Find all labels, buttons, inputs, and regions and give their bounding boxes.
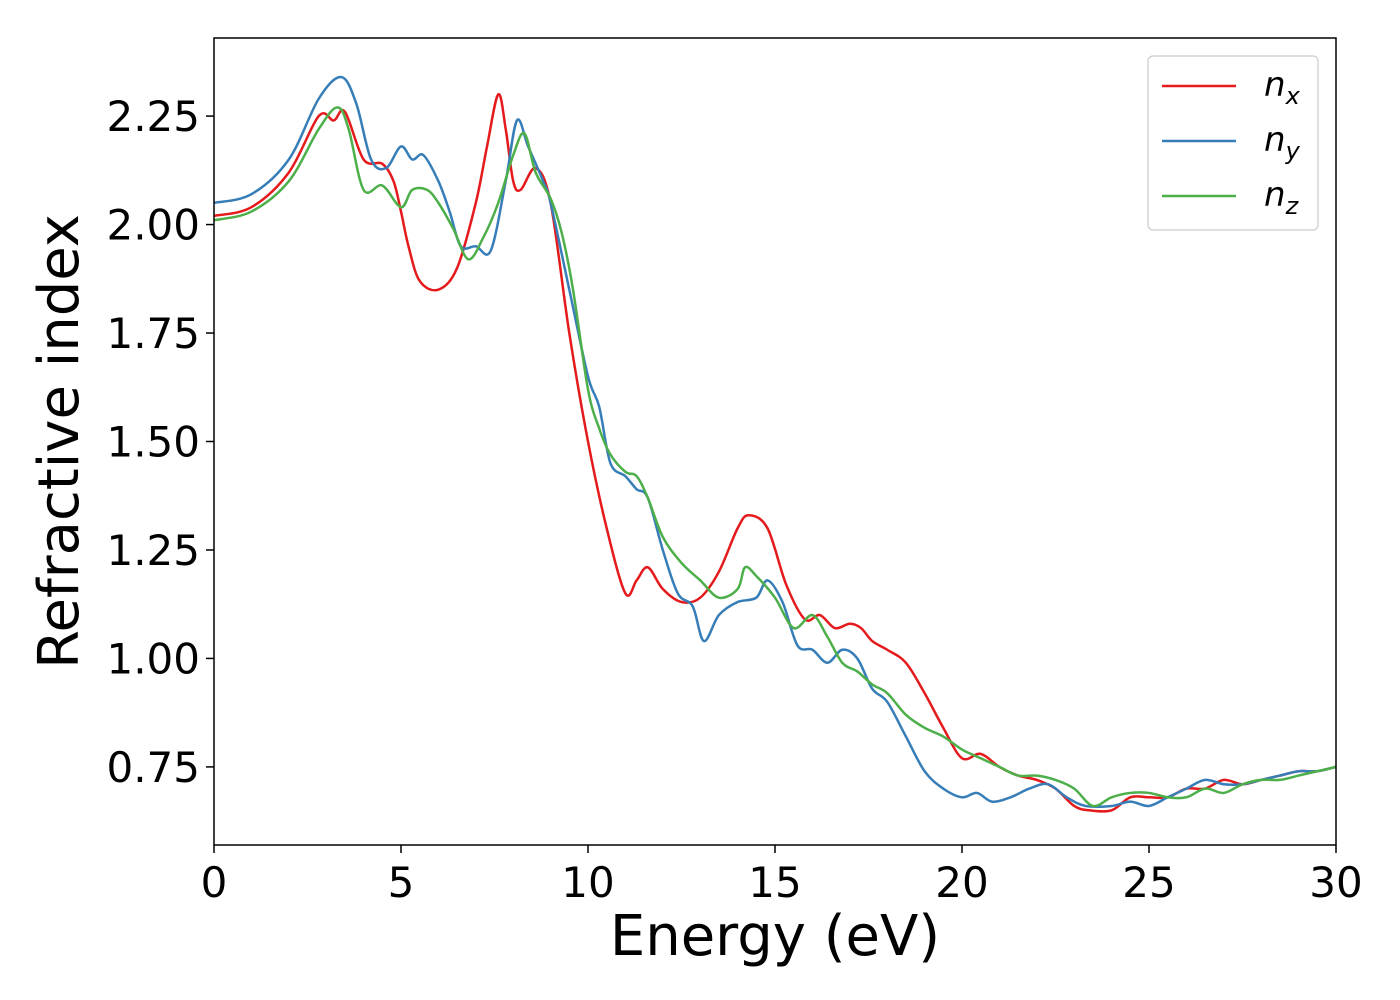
series-line-nz — [214, 106, 1336, 808]
x-tick-label: 25 — [1122, 858, 1175, 907]
y-tick-label: 1.50 — [106, 418, 200, 467]
y-tick-label: 2.25 — [106, 92, 200, 141]
legend-label-ny: ny — [1264, 120, 1301, 165]
series-lines — [214, 75, 1336, 813]
series-line-ny — [214, 75, 1336, 809]
y-tick-label: 1.00 — [106, 634, 200, 683]
y-axis-label: Refractive index — [27, 214, 92, 669]
x-tick-label: 10 — [561, 858, 614, 907]
legend-label-nz: nz — [1264, 175, 1300, 220]
x-tick-label: 5 — [388, 858, 415, 907]
legend: nx ny nz — [1147, 55, 1319, 231]
x-tick-label: 30 — [1309, 858, 1362, 907]
x-axis-label: Energy (eV) — [610, 904, 940, 969]
x-tick-label: 0 — [201, 858, 228, 907]
y-tick-label: 0.75 — [106, 743, 200, 792]
y-tick-label: 2.00 — [106, 201, 200, 250]
x-axis: 0 5 10 15 20 25 30 — [201, 845, 1363, 907]
x-tick-label: 15 — [748, 858, 801, 907]
legend-box — [1147, 55, 1319, 231]
y-tick-label: 1.25 — [106, 526, 200, 575]
legend-label-nx: nx — [1264, 65, 1301, 110]
y-tick-label: 1.75 — [106, 309, 200, 358]
y-axis: 0.75 1.00 1.25 1.50 1.75 2.00 2.25 — [106, 92, 214, 792]
x-tick-label: 20 — [935, 858, 988, 907]
series-line-nx — [214, 93, 1336, 813]
